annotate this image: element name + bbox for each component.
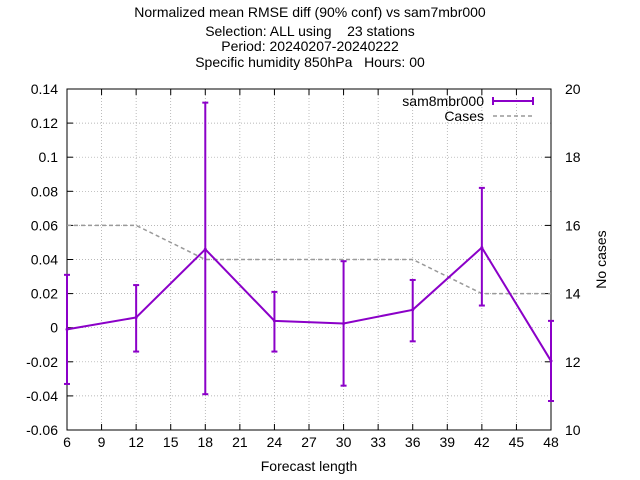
y2-tick-label: 10 — [565, 422, 581, 438]
x-tick-label: 30 — [336, 434, 352, 450]
legend: sam8mbr000 Cases — [402, 93, 534, 124]
data-point — [480, 246, 484, 250]
y-tick-label: -0.02 — [26, 354, 58, 370]
data-point — [272, 319, 276, 323]
x-tick-label: 6 — [63, 434, 71, 450]
y-tick-label: -0.06 — [26, 422, 58, 438]
x-tick-label: 24 — [267, 434, 283, 450]
x-tick-label: 15 — [163, 434, 179, 450]
y2-tick-label: 16 — [565, 217, 581, 233]
legend-label-sam8mbr000: sam8mbr000 — [402, 93, 484, 109]
title-line-4: Specific humidity 850hPa Hours: 00 — [195, 54, 425, 70]
y-tick-label: 0.1 — [39, 149, 59, 165]
data-point — [549, 359, 553, 363]
x-tick-label: 9 — [98, 434, 106, 450]
x-axis-label: Forecast length — [261, 458, 358, 474]
legend-label-cases: Cases — [444, 108, 484, 124]
data-point — [65, 327, 69, 331]
data-point — [411, 308, 415, 312]
title-line-3: Period: 20240207-20240222 — [221, 38, 399, 54]
ticks: 6 9 12 15 18 21 24 27 30 33 36 39 42 45 48 -0.06 -0.04 -0… — [26, 81, 581, 450]
y-tick-label: 0 — [50, 320, 58, 336]
y2-tick-label: 20 — [565, 81, 581, 97]
x-tick-label: 33 — [370, 434, 386, 450]
y-tick-label: -0.04 — [26, 388, 58, 404]
y-tick-label: 0.04 — [31, 252, 58, 268]
y-tick-label: 0.02 — [31, 286, 58, 302]
x-tick-label: 12 — [128, 434, 144, 450]
title-line-1: Normalized mean RMSE diff (90% conf) vs … — [134, 4, 486, 20]
x-tick-label: 27 — [301, 434, 317, 450]
y-tick-label: 0.12 — [31, 115, 58, 131]
y2-tick-label: 12 — [565, 354, 581, 370]
title-line-2: Selection: ALL using 23 stations — [205, 23, 415, 39]
x-tick-label: 36 — [405, 434, 421, 450]
x-tick-label: 39 — [439, 434, 455, 450]
y-tick-label: 0.06 — [31, 217, 58, 233]
x-tick-label: 48 — [543, 434, 559, 450]
y2-axis-label: No cases — [593, 230, 609, 288]
data-point — [342, 321, 346, 325]
grid — [67, 89, 551, 430]
y2-tick-label: 14 — [565, 286, 581, 302]
chart-title: Normalized mean RMSE diff (90% conf) vs … — [134, 4, 486, 70]
series-layer — [64, 101, 554, 403]
y-tick-label: 0.08 — [31, 183, 58, 199]
x-tick-label: 42 — [474, 434, 490, 450]
sam8mbr000-line — [66, 246, 552, 362]
x-tick-label: 18 — [197, 434, 213, 450]
x-tick-label: 21 — [232, 434, 248, 450]
x-tick-label: 45 — [509, 434, 525, 450]
y-tick-label: 0.14 — [31, 81, 58, 97]
data-point — [203, 247, 207, 251]
y2-tick-label: 18 — [565, 149, 581, 165]
data-point — [134, 315, 138, 319]
